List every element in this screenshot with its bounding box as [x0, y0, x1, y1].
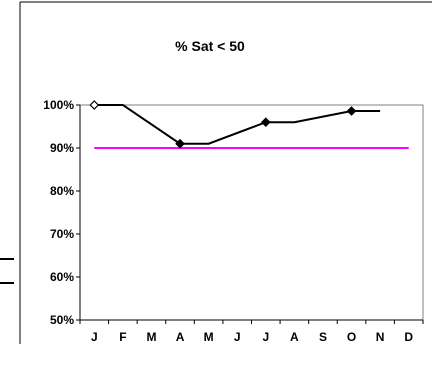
- x-tick-label: D: [404, 330, 413, 344]
- data-point-marker: [89, 100, 100, 110]
- x-tick-label: A: [290, 330, 299, 344]
- data-point-marker: [260, 117, 271, 128]
- plot-area: 50% 60% 70% 80% 90% 100% J F M A M J J A S O N D: [43, 98, 424, 344]
- x-tick-label: J: [91, 330, 98, 344]
- x-tick-label: F: [119, 330, 126, 344]
- x-tick-label: J: [234, 330, 241, 344]
- data-point-marker: [346, 106, 357, 116]
- y-tick-label: 80%: [50, 184, 74, 198]
- x-tick-label: M: [204, 330, 214, 344]
- series-line: [94, 104, 381, 145]
- x-tick-label: A: [176, 330, 185, 344]
- x-tick-label: S: [319, 330, 327, 344]
- y-tick-label: 70%: [50, 227, 74, 241]
- y-tick-label: 90%: [50, 141, 74, 155]
- x-tick-label: O: [347, 330, 356, 344]
- plot-area-border: [79, 104, 424, 321]
- chart-title: % Sat < 50: [175, 38, 245, 54]
- left-edge-bar-top: [0, 258, 14, 260]
- y-tick-label: 50%: [50, 313, 74, 327]
- x-tick-label: N: [376, 330, 385, 344]
- y-tick-label: 60%: [50, 270, 74, 284]
- x-tick-label: J: [262, 330, 269, 344]
- left-edge-bar-bottom: [0, 282, 14, 284]
- x-tick-label: M: [146, 330, 156, 344]
- data-point-marker: [175, 138, 185, 149]
- y-tick-label: 100%: [43, 98, 74, 112]
